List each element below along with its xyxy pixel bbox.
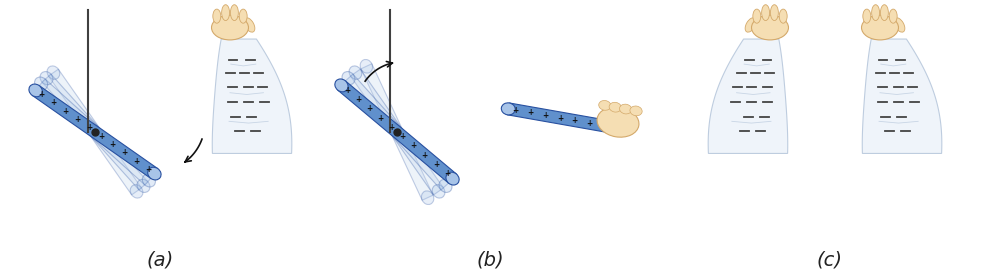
Ellipse shape: [142, 174, 155, 187]
Ellipse shape: [244, 18, 255, 32]
Ellipse shape: [29, 84, 42, 97]
Ellipse shape: [762, 5, 770, 20]
Text: +: +: [586, 119, 593, 128]
Text: +: +: [557, 113, 563, 123]
Text: +: +: [133, 157, 140, 165]
Text: +: +: [344, 86, 350, 95]
Ellipse shape: [609, 102, 621, 112]
Polygon shape: [361, 64, 433, 200]
Polygon shape: [49, 69, 141, 195]
Ellipse shape: [421, 191, 434, 204]
Text: +: +: [355, 95, 361, 104]
Polygon shape: [862, 39, 942, 153]
Ellipse shape: [863, 9, 871, 23]
Text: +: +: [38, 90, 45, 99]
Polygon shape: [344, 74, 450, 190]
Ellipse shape: [872, 5, 880, 20]
Polygon shape: [351, 69, 443, 195]
Ellipse shape: [342, 72, 355, 85]
Ellipse shape: [753, 9, 761, 23]
Ellipse shape: [230, 5, 238, 20]
Text: +: +: [601, 121, 607, 130]
Ellipse shape: [47, 66, 60, 79]
Ellipse shape: [630, 106, 642, 116]
Polygon shape: [212, 39, 292, 153]
Text: +: +: [62, 107, 68, 116]
Ellipse shape: [335, 79, 348, 92]
Polygon shape: [37, 79, 153, 185]
Text: +: +: [399, 132, 406, 141]
Ellipse shape: [432, 185, 445, 198]
Ellipse shape: [894, 18, 905, 32]
Ellipse shape: [360, 59, 373, 73]
Text: +: +: [572, 116, 578, 125]
Polygon shape: [42, 74, 148, 190]
Ellipse shape: [239, 9, 247, 23]
Text: +: +: [145, 165, 152, 174]
Ellipse shape: [770, 5, 778, 20]
Ellipse shape: [222, 5, 230, 20]
Ellipse shape: [620, 104, 632, 114]
Text: +: +: [377, 113, 383, 123]
Ellipse shape: [745, 18, 756, 32]
Text: (c): (c): [817, 251, 843, 270]
Text: (a): (a): [146, 251, 174, 270]
Ellipse shape: [213, 9, 221, 23]
Polygon shape: [338, 81, 456, 183]
Text: +: +: [433, 160, 439, 169]
Text: +: +: [388, 123, 395, 132]
Ellipse shape: [862, 15, 898, 40]
Text: +: +: [98, 132, 104, 141]
Ellipse shape: [605, 121, 619, 133]
Text: (b): (b): [476, 251, 504, 270]
Text: +: +: [50, 98, 57, 108]
Ellipse shape: [35, 77, 48, 90]
Ellipse shape: [439, 179, 452, 192]
Text: +: +: [74, 115, 80, 124]
Ellipse shape: [446, 172, 459, 185]
Text: +: +: [422, 151, 428, 160]
Polygon shape: [708, 39, 788, 153]
Polygon shape: [32, 85, 158, 178]
Polygon shape: [507, 103, 613, 133]
Ellipse shape: [597, 107, 639, 137]
Text: +: +: [411, 141, 417, 150]
Text: +: +: [366, 104, 372, 113]
Text: +: +: [527, 108, 534, 117]
Ellipse shape: [889, 9, 897, 23]
Ellipse shape: [137, 179, 150, 192]
Ellipse shape: [779, 9, 787, 23]
Text: +: +: [110, 140, 116, 149]
Ellipse shape: [501, 103, 515, 115]
Text: +: +: [513, 106, 519, 115]
Ellipse shape: [349, 66, 362, 79]
Ellipse shape: [130, 185, 143, 198]
Ellipse shape: [212, 15, 248, 40]
Ellipse shape: [40, 72, 53, 85]
Text: +: +: [122, 148, 128, 157]
Ellipse shape: [880, 5, 888, 20]
Text: +: +: [542, 111, 548, 120]
Ellipse shape: [599, 101, 611, 110]
Text: +: +: [444, 169, 450, 178]
Ellipse shape: [148, 167, 161, 180]
Text: +: +: [86, 123, 92, 132]
Ellipse shape: [752, 15, 788, 40]
